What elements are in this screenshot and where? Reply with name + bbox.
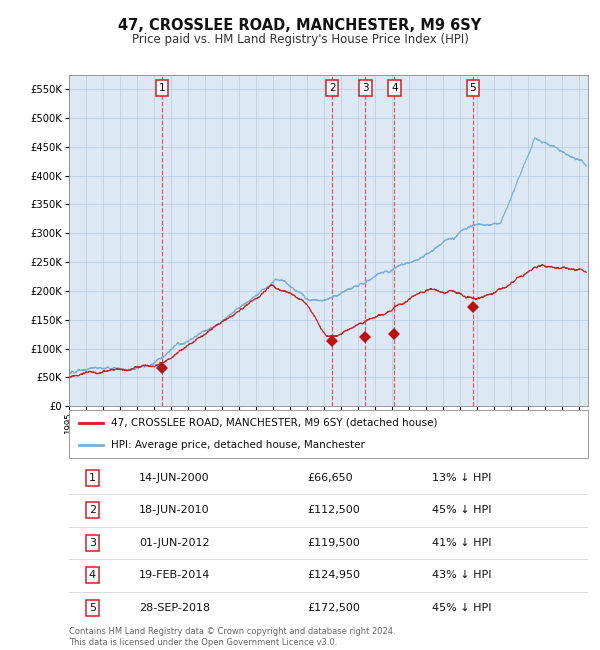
Text: 4: 4 bbox=[391, 83, 398, 93]
Text: Price paid vs. HM Land Registry's House Price Index (HPI): Price paid vs. HM Land Registry's House … bbox=[131, 32, 469, 46]
Text: 5: 5 bbox=[470, 83, 476, 93]
Text: 14-JUN-2000: 14-JUN-2000 bbox=[139, 473, 209, 483]
Text: 47, CROSSLEE ROAD, MANCHESTER, M9 6SY (detached house): 47, CROSSLEE ROAD, MANCHESTER, M9 6SY (d… bbox=[110, 418, 437, 428]
Text: 5: 5 bbox=[89, 603, 96, 613]
Text: £124,950: £124,950 bbox=[308, 570, 361, 580]
Text: 45% ↓ HPI: 45% ↓ HPI bbox=[432, 603, 492, 613]
Text: £119,500: £119,500 bbox=[308, 538, 361, 548]
Text: 41% ↓ HPI: 41% ↓ HPI bbox=[432, 538, 492, 548]
Text: 28-SEP-2018: 28-SEP-2018 bbox=[139, 603, 210, 613]
Text: 3: 3 bbox=[89, 538, 96, 548]
Text: 47, CROSSLEE ROAD, MANCHESTER, M9 6SY: 47, CROSSLEE ROAD, MANCHESTER, M9 6SY bbox=[118, 18, 482, 32]
Text: 1: 1 bbox=[89, 473, 96, 483]
Text: 18-JUN-2010: 18-JUN-2010 bbox=[139, 505, 209, 515]
Text: 43% ↓ HPI: 43% ↓ HPI bbox=[432, 570, 492, 580]
Text: £66,650: £66,650 bbox=[308, 473, 353, 483]
Text: 2: 2 bbox=[89, 505, 96, 515]
Text: 2: 2 bbox=[329, 83, 335, 93]
Text: 45% ↓ HPI: 45% ↓ HPI bbox=[432, 505, 492, 515]
Text: 4: 4 bbox=[89, 570, 96, 580]
Text: 19-FEB-2014: 19-FEB-2014 bbox=[139, 570, 211, 580]
Text: 3: 3 bbox=[362, 83, 369, 93]
Text: 1: 1 bbox=[158, 83, 165, 93]
Text: Contains HM Land Registry data © Crown copyright and database right 2024.
This d: Contains HM Land Registry data © Crown c… bbox=[69, 627, 395, 647]
Text: £172,500: £172,500 bbox=[308, 603, 361, 613]
Text: HPI: Average price, detached house, Manchester: HPI: Average price, detached house, Manc… bbox=[110, 440, 364, 450]
Text: £112,500: £112,500 bbox=[308, 505, 361, 515]
Text: 13% ↓ HPI: 13% ↓ HPI bbox=[432, 473, 491, 483]
Text: 01-JUN-2012: 01-JUN-2012 bbox=[139, 538, 209, 548]
